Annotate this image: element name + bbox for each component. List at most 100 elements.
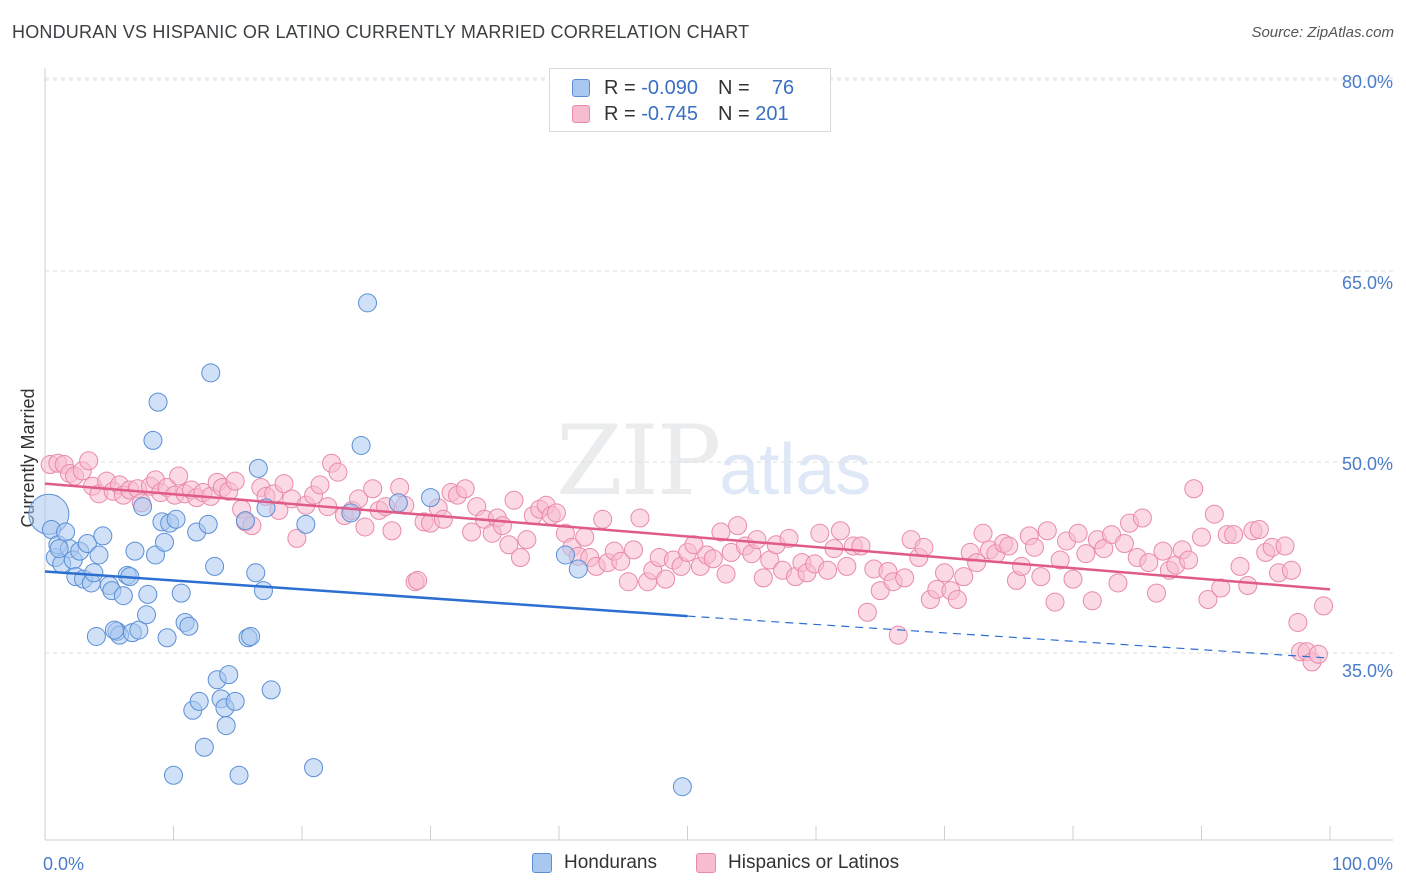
- honduran-point: [246, 563, 266, 583]
- honduran-point: [304, 758, 324, 778]
- honduran-point: [225, 691, 245, 711]
- x-tick-label: 100.0%: [1332, 854, 1393, 874]
- bottom-legend-hispanics: Hispanics or Latinos: [696, 852, 899, 874]
- honduran-point: [241, 626, 261, 646]
- legend-swatch-pink: [572, 105, 590, 123]
- chart-source: Source: ZipAtlas.com: [1251, 24, 1394, 41]
- watermark: ZIPatlas: [556, 405, 871, 517]
- hispanic-point: [630, 508, 650, 528]
- honduran-point: [179, 616, 199, 636]
- hispanic-point: [310, 475, 330, 495]
- legend-n-label: N =: [717, 102, 750, 125]
- honduran-point: [248, 458, 268, 478]
- y-tick-label: 35.0%: [1342, 661, 1393, 681]
- hispanic-point: [947, 590, 967, 610]
- hispanic-point: [225, 471, 245, 491]
- hispanic-point: [499, 535, 519, 555]
- correlation-legend: R = -0.090 N = 76 R = -0.745 N = 201: [549, 68, 831, 132]
- honduran-point: [148, 392, 168, 412]
- honduran-point: [49, 539, 69, 559]
- hispanic-point: [408, 570, 428, 590]
- honduran-point: [296, 514, 316, 534]
- hispanic-point: [1076, 544, 1096, 564]
- hispanic-point: [967, 553, 987, 573]
- hispanic-point: [837, 556, 857, 576]
- honduran-point: [84, 563, 104, 583]
- hispanic-point: [1031, 567, 1051, 587]
- hispanic-point: [593, 509, 613, 529]
- y-tick-label: 65.0%: [1342, 273, 1393, 293]
- hispanic-point: [830, 521, 850, 541]
- hispanic-point: [433, 509, 453, 529]
- hispanic-point: [935, 563, 954, 583]
- honduran-point: [143, 430, 163, 450]
- honduran-point: [157, 628, 177, 648]
- honduran-point: [568, 559, 588, 579]
- honduran-point: [86, 626, 106, 646]
- hispanic-point: [1139, 553, 1159, 573]
- honduran-point: [672, 777, 692, 797]
- honduran-point: [219, 665, 239, 685]
- hispanic-point: [546, 503, 566, 523]
- hispanic-trend-line: [44, 482, 1331, 591]
- hispanic-point: [747, 530, 767, 550]
- hispanic-point: [510, 548, 530, 567]
- hispanic-point: [1108, 573, 1128, 593]
- honduran-point: [421, 488, 440, 508]
- honduran-point: [125, 541, 145, 561]
- hispanic-point: [711, 522, 731, 542]
- hispanic-point: [1238, 576, 1258, 596]
- hispanic-point: [1230, 556, 1250, 576]
- honduran-point: [113, 586, 133, 606]
- y-axis-label: Currently Married: [18, 388, 38, 527]
- honduran-point: [216, 716, 236, 736]
- hispanic-point: [703, 549, 723, 569]
- honduran-point: [261, 680, 281, 700]
- hispanic-point: [1037, 521, 1057, 541]
- legend-row-hondurans: R = -0.090 N = 76: [572, 76, 794, 100]
- honduran-point: [253, 581, 273, 601]
- honduran-point: [351, 435, 371, 455]
- hispanic-point: [888, 625, 908, 645]
- legend-r-value: -0.090: [641, 76, 698, 99]
- bottom-legend-swatch-pink: [696, 853, 716, 873]
- honduran-point: [89, 545, 109, 565]
- legend-n-value: 76: [771, 76, 795, 99]
- hispanic-point: [1198, 590, 1218, 610]
- hispanic-point: [914, 537, 934, 557]
- hispanic-point: [1308, 644, 1328, 664]
- hispanic-point: [575, 527, 595, 547]
- honduran-point: [133, 497, 153, 517]
- hispanic-point: [1153, 541, 1173, 561]
- hispanic-point: [611, 551, 631, 571]
- hispanic-point: [1012, 556, 1032, 576]
- legend-row-hispanics: R = -0.745 N = 201: [572, 102, 789, 126]
- honduran-point: [155, 532, 175, 552]
- honduran-point: [201, 363, 221, 383]
- hispanic-point: [973, 523, 993, 543]
- honduran-point: [164, 765, 183, 785]
- hispanic-point: [1068, 523, 1088, 543]
- bottom-legend-swatch-blue: [532, 853, 552, 873]
- hispanic-point: [517, 530, 537, 550]
- hispanic-point: [169, 466, 189, 486]
- hispanic-point: [287, 528, 307, 548]
- hispanic-point: [1063, 569, 1083, 589]
- hispanic-point: [810, 523, 830, 543]
- honduran-point: [555, 545, 575, 565]
- hispanic-point: [618, 572, 638, 592]
- honduran-point: [138, 584, 158, 604]
- hispanic-point: [1147, 583, 1167, 603]
- hispanic-point: [504, 490, 524, 510]
- hispanic-point: [1281, 560, 1301, 580]
- hispanic-point: [79, 451, 99, 471]
- honduran-point: [358, 293, 378, 313]
- hispanic-point: [624, 540, 644, 560]
- hispanic-point: [895, 568, 915, 588]
- hispanic-point: [1249, 519, 1269, 539]
- honduran-point: [77, 533, 97, 553]
- hispanic-point: [274, 474, 294, 494]
- honduran-point: [341, 503, 361, 523]
- hispanic-point: [492, 516, 512, 536]
- hispanic-point: [1288, 612, 1308, 632]
